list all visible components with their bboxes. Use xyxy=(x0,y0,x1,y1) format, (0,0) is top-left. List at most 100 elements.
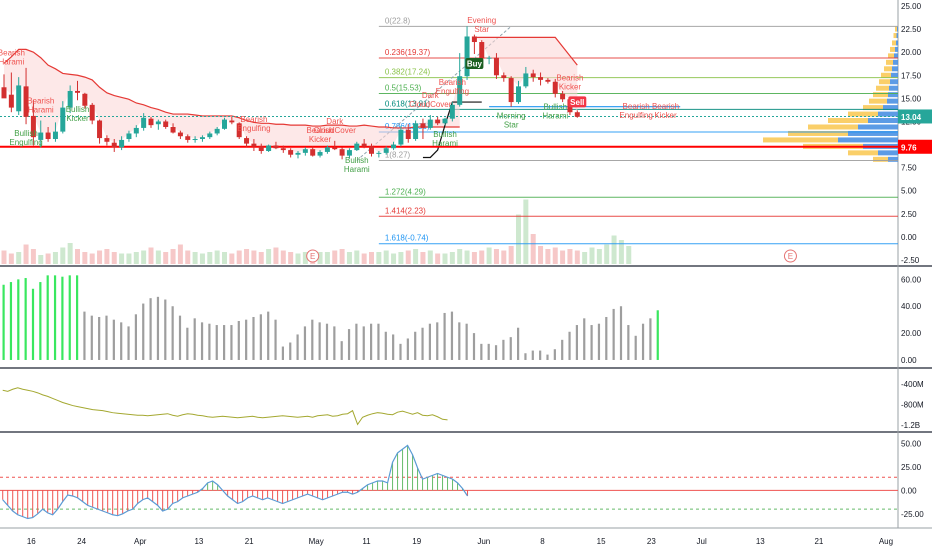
earnings-marker-label: E xyxy=(788,252,793,261)
oscillator-bar xyxy=(443,312,446,360)
oscillator-bar xyxy=(230,325,233,360)
candle-body xyxy=(464,36,470,77)
volume-profile-bar-up xyxy=(888,53,894,59)
time-axis-label: 13 xyxy=(194,537,203,546)
price-axis-tick: 2.50 xyxy=(901,210,917,219)
earnings-marker xyxy=(306,249,320,263)
price-axis-tick: 22.50 xyxy=(901,25,922,34)
momentum-axis-tick: -25.00 xyxy=(901,510,924,519)
pattern-label: CloudCover xyxy=(314,126,357,135)
oscillator-axis-tick: 60.00 xyxy=(901,275,922,284)
time-axis-label: 8 xyxy=(540,537,545,546)
volume-bar xyxy=(391,253,397,264)
candle-body xyxy=(273,145,279,149)
volume-profile-bar-up xyxy=(876,85,889,91)
oscillator-bar xyxy=(296,334,299,360)
time-axis-label: Aug xyxy=(879,537,893,546)
candle-body xyxy=(302,149,308,153)
oscillator-bar xyxy=(641,323,645,360)
candle-body xyxy=(383,148,389,153)
volume-bar xyxy=(148,247,154,264)
oscillator-bar xyxy=(200,322,204,360)
candle-body xyxy=(60,107,66,132)
candle-body xyxy=(574,112,580,117)
candle-body xyxy=(295,152,301,155)
volume-profile-bar-down xyxy=(887,98,898,104)
momentum-axis-tick: 25.00 xyxy=(901,463,922,472)
volume-bar xyxy=(89,253,95,264)
volume-bar xyxy=(567,249,573,264)
volume-bar xyxy=(508,246,514,264)
candle-body xyxy=(369,146,374,154)
candle-body xyxy=(545,79,551,82)
oscillator-bar xyxy=(524,353,527,360)
volume-profile-bar-up xyxy=(788,130,848,136)
price-axis-tick: 25.00 xyxy=(901,2,922,11)
pattern-label: Bearish xyxy=(27,97,54,106)
trailing-stop-cloud xyxy=(474,36,578,113)
time-axis-label: 16 xyxy=(27,537,36,546)
fib-level-label: 0.786(11.36) xyxy=(385,122,430,131)
price-axis-tick: 0.00 xyxy=(901,233,917,242)
volume-bar xyxy=(427,250,433,264)
oscillator-bar xyxy=(215,325,218,360)
volume-bar xyxy=(45,253,51,264)
fib-level-label: 0.5(15.53) xyxy=(385,83,422,92)
pattern-label: Bearish xyxy=(623,102,650,111)
accumulation-line xyxy=(2,387,448,426)
volume-profile-bar-up xyxy=(886,59,893,65)
fib-level-label: 0.382(17.24) xyxy=(385,68,431,77)
oscillator-bar xyxy=(98,316,101,360)
accumulation-axis-tick: -800M xyxy=(901,401,924,410)
oscillator-bar xyxy=(325,323,329,360)
time-axis-label: 11 xyxy=(362,537,371,546)
candle-body xyxy=(148,118,154,126)
time-axis-label: 23 xyxy=(647,537,656,546)
volume-profile-bar-up xyxy=(873,156,888,162)
volume-bar xyxy=(596,249,602,264)
time-axis-label: 21 xyxy=(245,537,254,546)
volume-bar xyxy=(464,250,470,264)
candle-body xyxy=(457,76,463,105)
volume-bar xyxy=(589,247,595,264)
oscillator-bar xyxy=(583,318,586,360)
oscillator-bar xyxy=(656,310,659,360)
oscillator-bar xyxy=(31,288,35,360)
pattern-label: Bullish xyxy=(66,105,90,114)
pattern-label: Kicker xyxy=(559,82,582,91)
volume-profile-bar-up xyxy=(895,26,897,32)
candle-body xyxy=(280,148,286,151)
candle-body xyxy=(354,143,360,151)
candle-body xyxy=(244,138,250,144)
candle-body xyxy=(192,139,198,141)
candle-body xyxy=(317,151,323,156)
earnings-marker-label: E xyxy=(310,252,315,261)
candle-body xyxy=(16,85,22,112)
last-price-badge-label: 13.04 xyxy=(901,113,922,122)
pattern-label: Evening xyxy=(467,16,496,25)
volume-profile-bar-down xyxy=(838,137,898,143)
volume-bar xyxy=(8,253,14,264)
candle-body xyxy=(346,150,352,156)
oscillator-bar xyxy=(494,345,498,360)
oscillator-bar xyxy=(509,337,512,360)
volume-bar xyxy=(280,250,286,264)
candle-body xyxy=(163,121,169,127)
oscillator-bar xyxy=(156,296,160,360)
candle-body xyxy=(486,57,492,59)
time-axis-label: 13 xyxy=(756,537,765,546)
volume-bar xyxy=(501,250,507,264)
volume-bar xyxy=(332,250,338,264)
volume-profile-bar-up xyxy=(863,105,883,111)
volume-bar xyxy=(60,247,66,264)
time-axis-label: 15 xyxy=(597,537,606,546)
oscillator-bar xyxy=(480,343,483,360)
volume-profile-bar-up xyxy=(848,150,878,156)
oscillator-bar xyxy=(370,323,373,360)
price-axis-tick: 5.00 xyxy=(901,187,917,196)
oscillator-bar xyxy=(355,323,358,360)
volume-bar xyxy=(545,249,551,264)
oscillator-bar xyxy=(561,339,564,360)
oscillator-bar xyxy=(289,342,292,360)
